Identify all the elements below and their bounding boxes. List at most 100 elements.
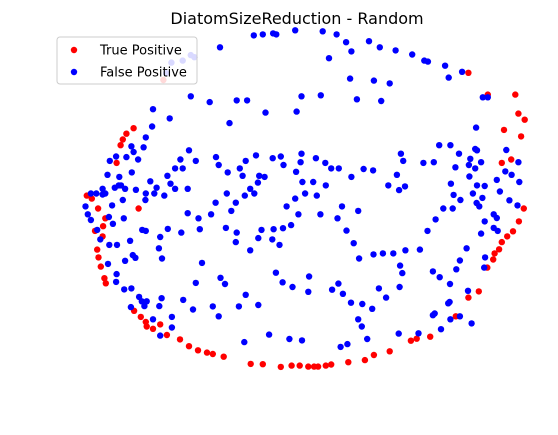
false-positive-point bbox=[265, 331, 273, 338]
false-positive-point bbox=[132, 254, 139, 261]
false-positive-point bbox=[322, 182, 329, 189]
false-positive-point bbox=[280, 161, 287, 169]
false-positive-point bbox=[344, 340, 351, 348]
false-positive-point bbox=[358, 323, 365, 330]
false-positive-point bbox=[446, 280, 454, 288]
false-positive-point bbox=[292, 195, 299, 202]
false-positive-point bbox=[102, 190, 109, 197]
true-positive-point bbox=[500, 126, 508, 134]
false-positive-point bbox=[484, 94, 491, 101]
true-positive-point bbox=[361, 356, 369, 364]
false-positive-point bbox=[105, 213, 113, 221]
true-positive-point bbox=[407, 337, 415, 344]
legend: True Positive False Positive bbox=[56, 36, 198, 85]
false-positive-point bbox=[452, 164, 459, 171]
false-positive-point bbox=[149, 316, 157, 323]
false-positive-point bbox=[241, 192, 248, 199]
true-positive-point bbox=[176, 336, 184, 343]
false-positive-point bbox=[272, 269, 280, 276]
false-positive-point bbox=[155, 245, 163, 252]
true-positive-point bbox=[498, 159, 505, 167]
false-positive-point bbox=[269, 155, 276, 162]
false-positive-point bbox=[322, 159, 329, 167]
false-positive-point bbox=[420, 159, 427, 167]
false-positive-point bbox=[104, 260, 112, 268]
true-positive-point bbox=[288, 362, 295, 369]
false-positive-point bbox=[185, 147, 193, 154]
false-positive-point bbox=[312, 155, 320, 162]
false-positive-point bbox=[472, 124, 480, 131]
false-positive-point bbox=[365, 38, 373, 45]
false-positive-point bbox=[149, 106, 157, 113]
false-positive-point bbox=[142, 134, 149, 141]
false-positive-point bbox=[269, 236, 276, 243]
false-positive-point bbox=[469, 190, 477, 197]
false-positive-point bbox=[376, 44, 383, 51]
false-positive-point bbox=[215, 161, 222, 169]
false-positive-point bbox=[252, 152, 260, 159]
false-positive-point bbox=[156, 302, 163, 310]
false-positive-point bbox=[217, 274, 224, 281]
false-positive-point bbox=[429, 268, 437, 275]
chart-title: DiatomSizeReduction - Random bbox=[170, 9, 423, 28]
false-positive-point bbox=[184, 185, 191, 192]
false-positive-point bbox=[232, 199, 239, 206]
false-positive-point bbox=[212, 199, 219, 206]
false-positive-point bbox=[506, 197, 513, 204]
false-positive-point bbox=[134, 156, 142, 163]
false-positive-point bbox=[128, 169, 135, 176]
false-positive-point bbox=[516, 178, 523, 186]
false-positive-point bbox=[305, 288, 312, 295]
false-positive-point bbox=[293, 108, 300, 115]
true-positive-point bbox=[296, 362, 303, 369]
false-positive-point bbox=[319, 28, 326, 35]
false-positive-point bbox=[515, 159, 522, 166]
false-positive-point bbox=[123, 153, 130, 161]
false-positive-point bbox=[99, 185, 106, 192]
false-positive-point bbox=[437, 326, 445, 333]
false-positive-point bbox=[259, 31, 266, 38]
true-positive-point bbox=[94, 205, 102, 212]
false-positive-point bbox=[209, 303, 216, 310]
true-positive-point bbox=[143, 323, 150, 330]
false-positive-point bbox=[392, 47, 399, 54]
false-positive-point bbox=[198, 259, 206, 267]
false-positive-point bbox=[325, 55, 333, 62]
false-positive-point bbox=[298, 93, 305, 100]
false-positive-point bbox=[113, 241, 121, 249]
false-positive-point bbox=[247, 247, 254, 254]
false-positive-point bbox=[481, 182, 488, 190]
false-positive-point bbox=[87, 216, 95, 224]
false-positive-point bbox=[242, 291, 249, 298]
false-positive-point bbox=[289, 283, 296, 291]
true-positive-point bbox=[163, 331, 171, 339]
false-positive-point bbox=[355, 255, 363, 262]
true-positive-point bbox=[491, 250, 498, 257]
false-positive-point bbox=[109, 220, 117, 227]
true-positive-point bbox=[512, 91, 519, 98]
false-positive-point bbox=[465, 161, 473, 169]
false-positive-point bbox=[317, 211, 324, 218]
false-positive-point bbox=[138, 298, 145, 305]
false-positive-point bbox=[215, 313, 222, 320]
true-positive-point bbox=[95, 254, 102, 261]
false-positive-point bbox=[335, 165, 342, 172]
false-positive-point bbox=[450, 191, 457, 199]
false-positive-point bbox=[385, 182, 392, 189]
false-positive-point bbox=[128, 285, 135, 292]
true-positive-point bbox=[247, 360, 254, 368]
false-positive-point bbox=[455, 150, 463, 157]
false-positive-point bbox=[348, 48, 355, 55]
true-positive-point bbox=[413, 335, 420, 342]
false-positive-point bbox=[477, 159, 485, 166]
false-positive-point bbox=[143, 298, 150, 305]
false-positive-point bbox=[355, 316, 362, 323]
false-positive-point bbox=[481, 218, 488, 225]
false-positive-point bbox=[378, 97, 385, 105]
false-positive-point bbox=[178, 229, 185, 236]
false-positive-point bbox=[235, 303, 243, 310]
false-positive-point bbox=[226, 119, 233, 127]
false-positive-point bbox=[168, 324, 176, 331]
false-positive-point bbox=[292, 27, 299, 34]
